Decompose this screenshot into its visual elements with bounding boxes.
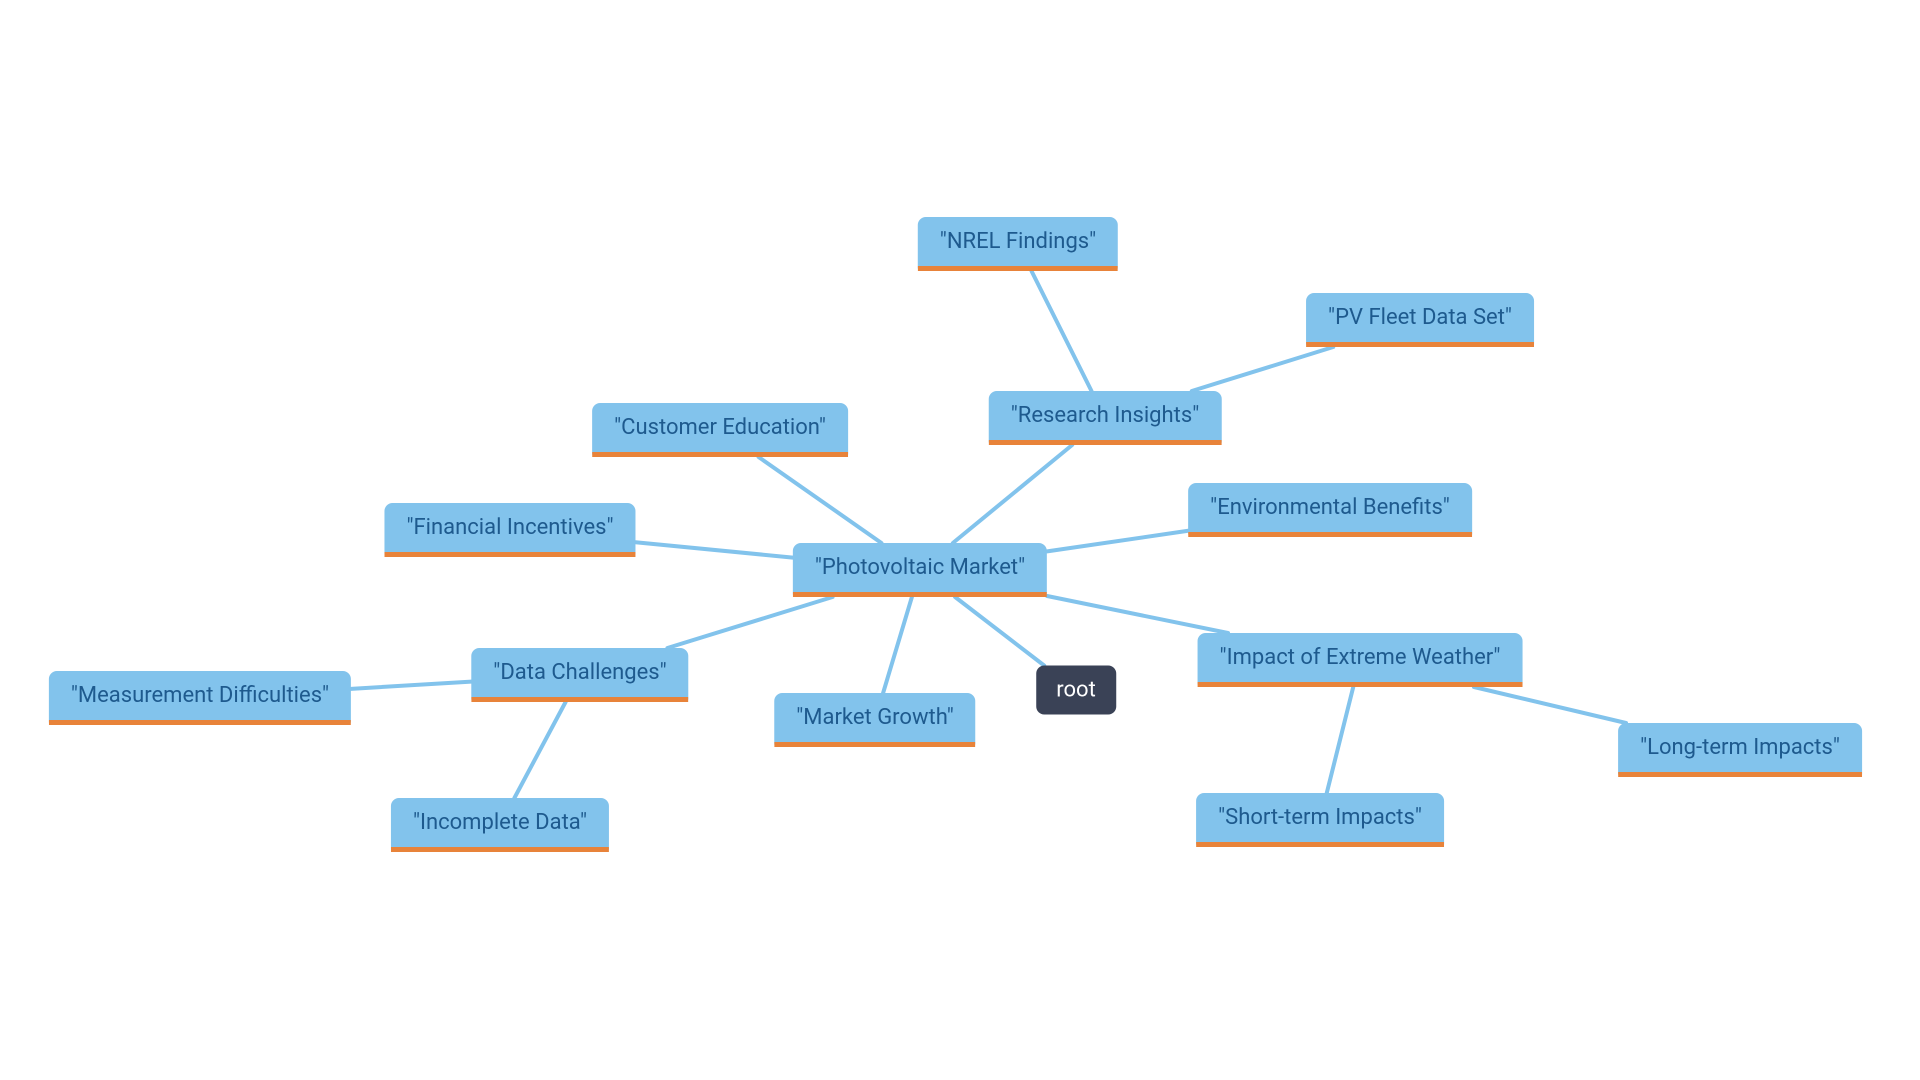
edge-research-nrel bbox=[1032, 271, 1092, 391]
edge-datach-incomp bbox=[514, 702, 565, 798]
node-extreme: "Impact of Extreme Weather" bbox=[1198, 633, 1523, 687]
node-research: "Research Insights" bbox=[989, 391, 1222, 445]
node-fin: "Financial Incentives" bbox=[384, 503, 635, 557]
node-custedu: "Customer Education" bbox=[592, 403, 848, 457]
edge-pv-datach bbox=[667, 597, 832, 648]
edge-pv-custedu bbox=[759, 457, 882, 543]
edge-pv-mkt bbox=[883, 597, 912, 693]
node-nrel: "NREL Findings" bbox=[918, 217, 1118, 271]
edge-research-pvfleet bbox=[1192, 347, 1333, 391]
node-mkt: "Market Growth" bbox=[774, 693, 975, 747]
node-pvfleet: "PV Fleet Data Set" bbox=[1306, 293, 1534, 347]
edge-pv-research bbox=[953, 445, 1072, 543]
node-root: root bbox=[1036, 666, 1116, 715]
diagram-canvas: "Photovoltaic Market" root "Research Insig… bbox=[0, 0, 1920, 1080]
edge-extreme-long bbox=[1474, 687, 1626, 723]
node-datach: "Data Challenges" bbox=[471, 648, 688, 702]
edge-pv-extreme bbox=[1047, 596, 1228, 633]
node-meas: "Measurement Difficulties" bbox=[49, 671, 351, 725]
node-long: "Long-term Impacts" bbox=[1618, 723, 1862, 777]
edge-datach-meas bbox=[351, 682, 471, 689]
edge-pv-root bbox=[955, 597, 1044, 666]
edge-extreme-short bbox=[1327, 687, 1354, 793]
edge-pv-fin bbox=[636, 542, 793, 557]
node-pv: "Photovoltaic Market" bbox=[793, 543, 1047, 597]
edges-layer bbox=[0, 0, 1920, 1080]
edge-pv-env bbox=[1047, 531, 1188, 552]
node-incomp: "Incomplete Data" bbox=[391, 798, 609, 852]
node-env: "Environmental Benefits" bbox=[1188, 483, 1472, 537]
node-short: "Short-term Impacts" bbox=[1196, 793, 1444, 847]
